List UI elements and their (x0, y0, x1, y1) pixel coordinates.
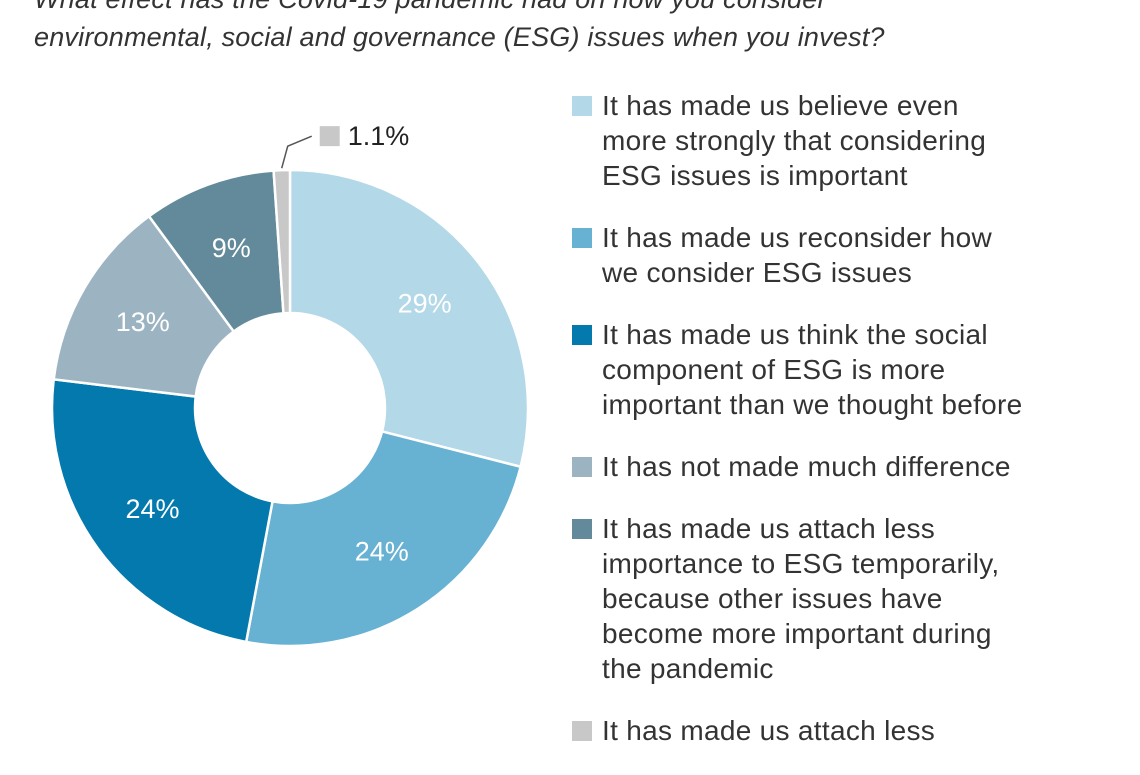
question-line-1: What effect has the Covid-19 pandemic ha… (34, 0, 1124, 18)
legend-item-less-importance-other: It has made us attach less (572, 713, 1132, 748)
callout-leader-line (280, 135, 313, 169)
slice-not-much-difference (52, 214, 236, 398)
legend-item-believe-more-strongly: It has made us believe even more strongly… (572, 88, 1132, 193)
legend-label-line: It has made us attach less (602, 715, 936, 746)
slice-less-importance-other (272, 168, 292, 315)
question-line-2: environmental, social and governance (ES… (34, 22, 885, 52)
slice-label-less-importance-other: 1.1% (348, 121, 410, 151)
chart-legend: It has made us believe even more strongly… (572, 88, 1132, 775)
legend-item-reconsider: It has made us reconsider how we consider… (572, 220, 1132, 290)
slice-label-reconsider: 24% (355, 537, 409, 567)
slice-label-believe-more-strongly: 29% (398, 288, 452, 318)
legend-swatch (572, 96, 592, 116)
legend-label-line: important than we thought before (602, 389, 1023, 420)
slice-label-not-much-difference: 13% (116, 307, 170, 337)
legend-label-line: It has made us reconsider how (602, 222, 993, 253)
legend-swatch (572, 457, 592, 477)
legend-swatch (572, 519, 592, 539)
legend-label-line: we consider ESG issues (602, 257, 913, 288)
slice-reconsider (244, 429, 523, 648)
slice-label-social-more-important: 24% (125, 494, 179, 524)
legend-label-line: because other issues have (602, 583, 943, 614)
legend-label-line: It has made us attach less (602, 513, 936, 544)
donut-chart: 29% 24% 24% 13% 9% 1.1% (50, 121, 530, 648)
legend-item-social-more-important: It has made us think the social component… (572, 317, 1132, 422)
legend-swatch (572, 325, 592, 345)
legend-label-line: become more important during (602, 618, 992, 649)
legend-swatch (572, 228, 592, 248)
legend-label-line: ESG issues is important (602, 160, 908, 191)
legend-label-line: It has made us think the social (602, 319, 988, 350)
legend-label-line: It has made us believe even (602, 90, 959, 121)
legend-label-line: importance to ESG temporarily, (602, 548, 1000, 579)
legend-swatch (572, 721, 592, 741)
legend-label-line: component of ESG is more (602, 354, 946, 385)
slice-believe-more-strongly (288, 168, 530, 469)
slice-social-more-important (50, 377, 274, 644)
legend-label-line: the pandemic (602, 653, 774, 684)
legend-label-line: more strongly that considering (602, 125, 987, 156)
legend-label-line: It has not made much difference (602, 451, 1011, 482)
legend-item-not-much-difference: It has not made much difference (572, 449, 1132, 484)
slice-label-less-importance-temporarily: 9% (212, 233, 251, 263)
callout-swatch (319, 126, 340, 147)
legend-item-less-importance-temporarily: It has made us attach less importance to … (572, 511, 1132, 686)
chart-question: What effect has the Covid-19 pandemic ha… (34, 0, 1124, 56)
